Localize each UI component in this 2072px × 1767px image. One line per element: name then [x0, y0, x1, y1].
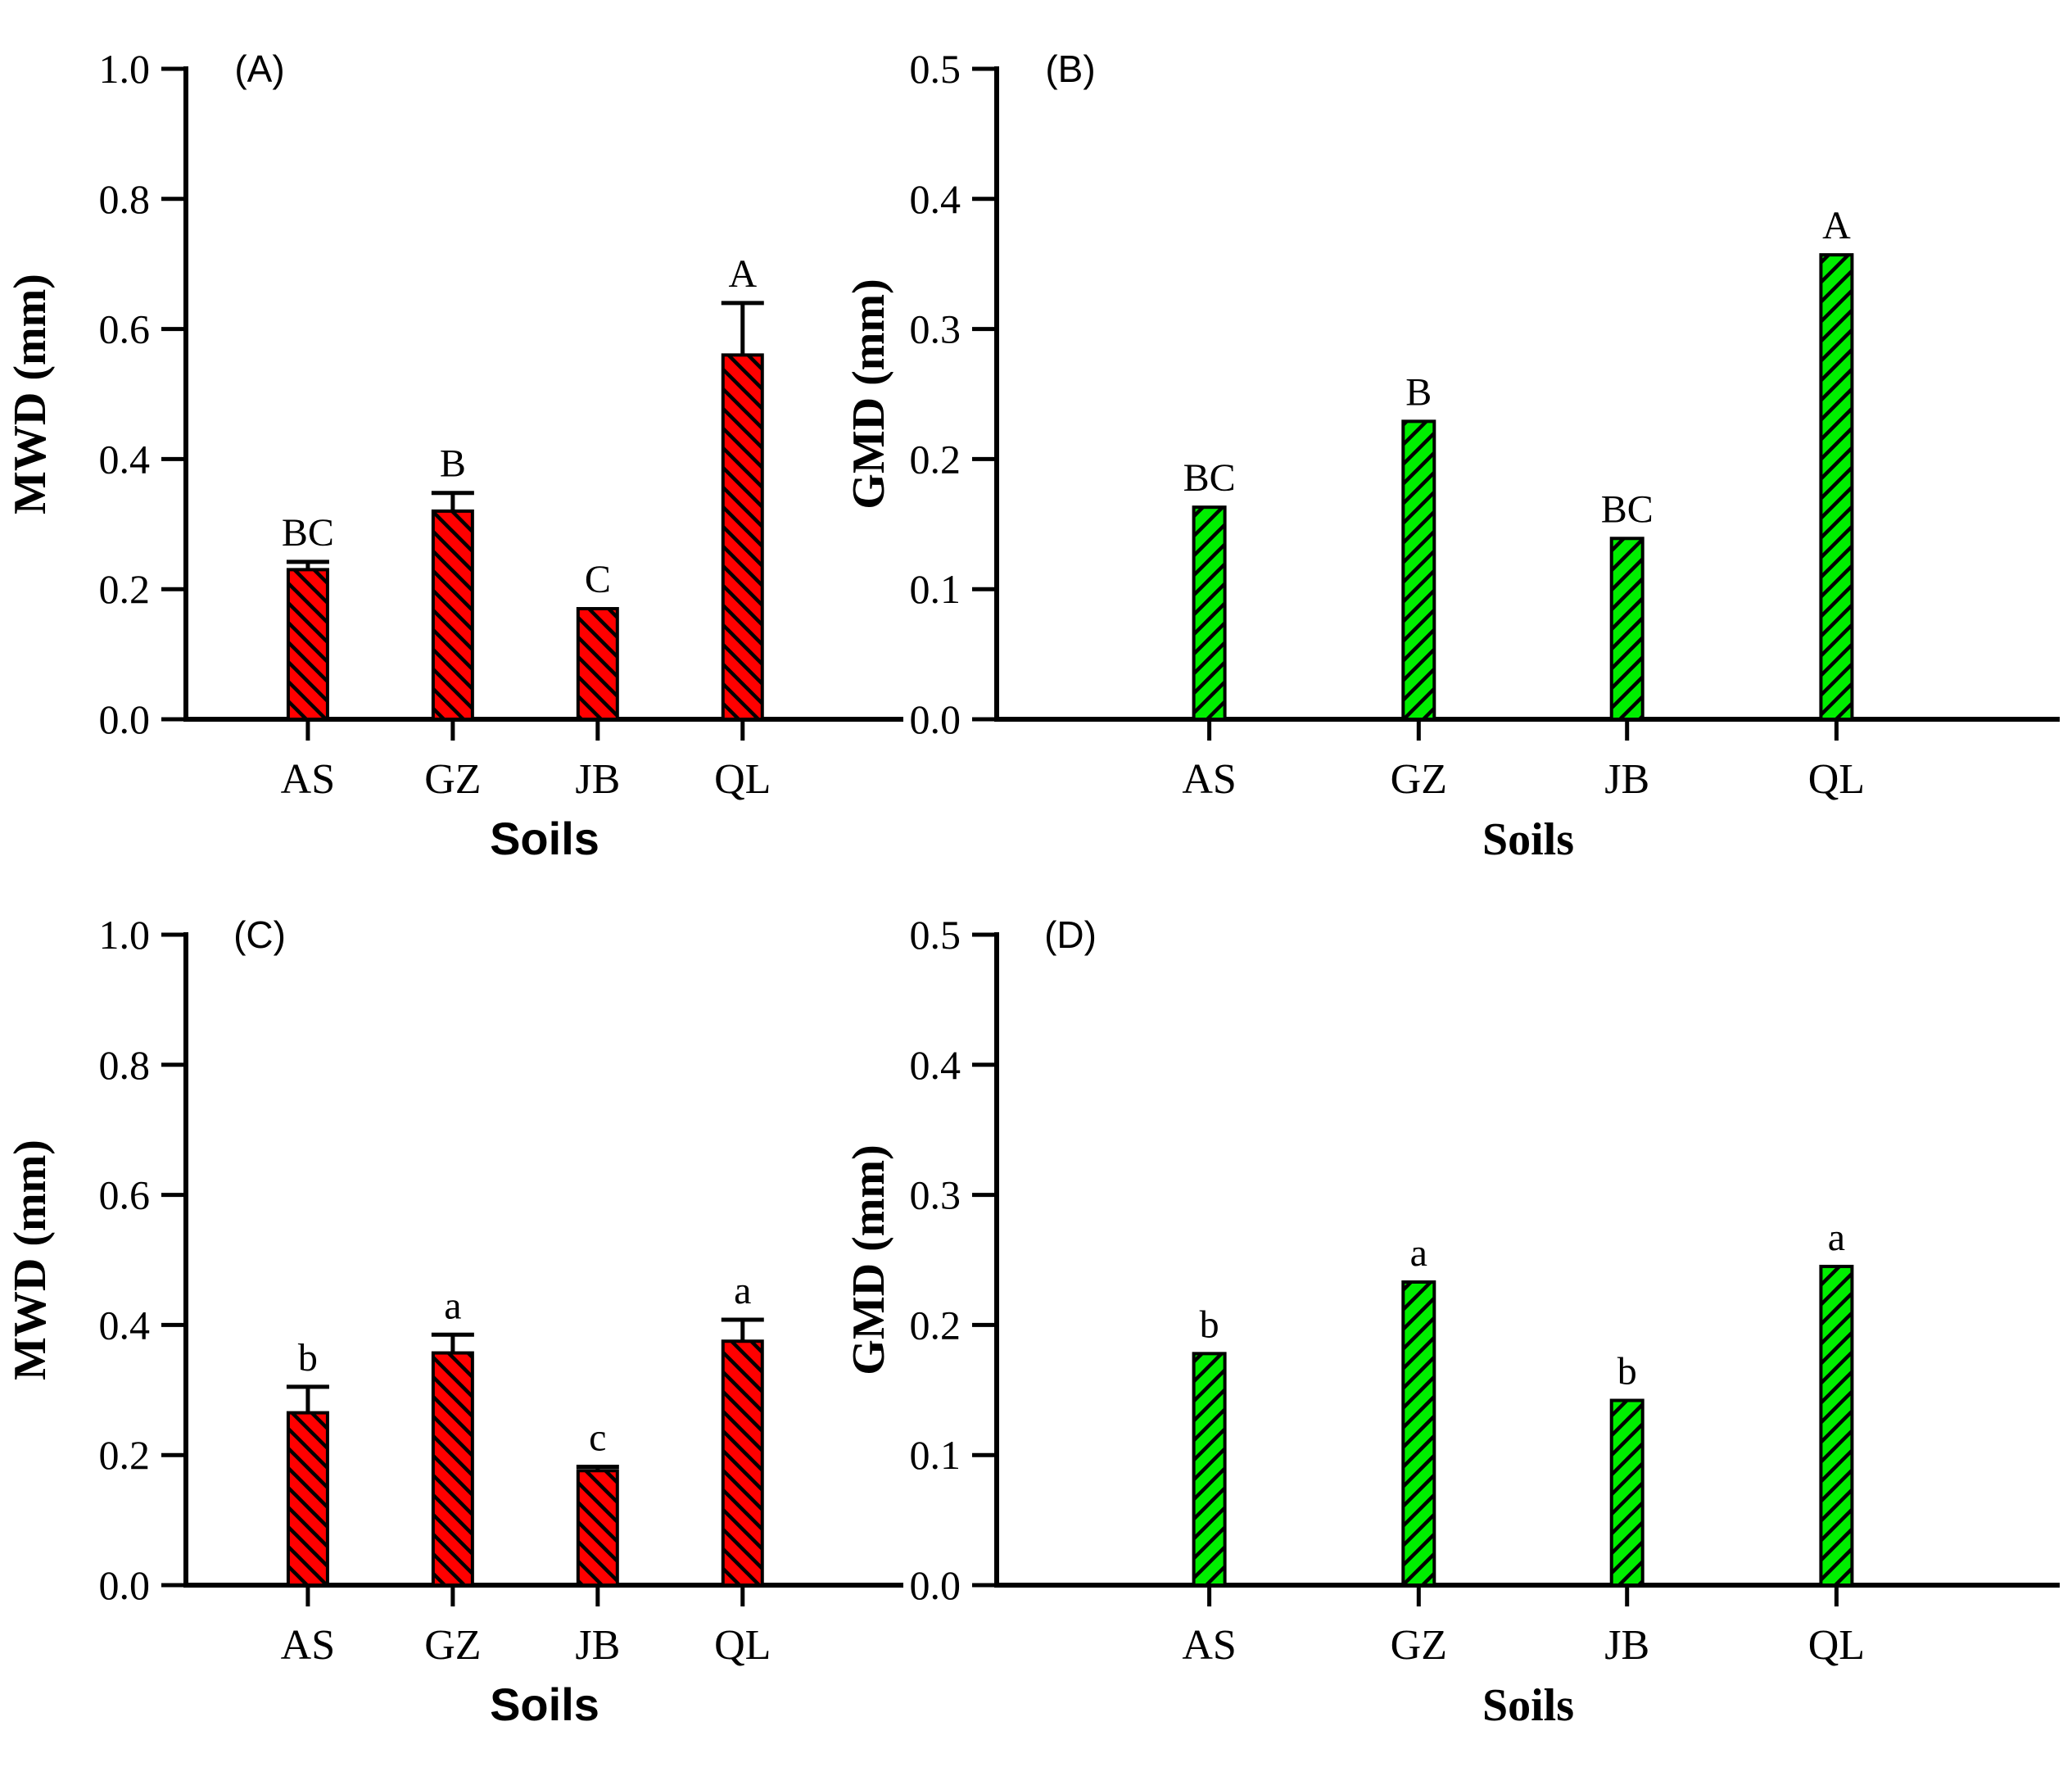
y-tick-label: 1.0	[99, 46, 151, 92]
sig-label-B-AS: BC	[1183, 456, 1236, 500]
y-tick-label: 0.2	[910, 436, 961, 482]
bar-A-JB	[576, 607, 619, 722]
panel-D: (D) 0.0 0.1 0.2 0.3 0.4 0.5 GMD (mm) AS b GZ a JB b QL…	[844, 912, 2060, 1731]
bar-A-AS	[286, 568, 329, 721]
y-tick-label: 1.0	[99, 912, 151, 958]
bar-B-GZ	[1401, 419, 1436, 722]
bar-C-AS	[286, 1411, 329, 1587]
sig-label-C-AS: b	[298, 1336, 318, 1380]
panel-letter-A: (A)	[234, 48, 284, 90]
panel-letter-D: (D)	[1044, 913, 1097, 956]
bar-B-QL	[1819, 253, 1854, 722]
x-tick-label-AS: AS	[281, 756, 335, 803]
y-tick-label: 0.5	[910, 46, 961, 92]
panel-A: (A) 0.0 0.2 0.4 0.6 0.8 1.0 MWD (mm) AS BC GZ B JB C Q…	[5, 46, 903, 864]
y-axis-title-A: MWD (mm)	[5, 274, 56, 514]
sig-label-C-QL: a	[734, 1269, 751, 1312]
sig-label-B-QL: A	[1822, 204, 1851, 247]
y-axis-title-C: MWD (mm)	[5, 1139, 56, 1380]
y-tick-label: 0.5	[910, 912, 961, 958]
panel-letter-C: (C)	[233, 913, 286, 956]
x-tick-label-JB: JB	[575, 756, 620, 803]
y-tick-label: 0.0	[910, 1562, 961, 1608]
x-tick-label-QL: QL	[714, 756, 771, 803]
bar-D-GZ	[1401, 1280, 1436, 1587]
sig-label-A-JB: C	[585, 558, 611, 601]
sig-label-D-AS: b	[1200, 1303, 1219, 1346]
x-tick-label-QL: QL	[714, 1622, 771, 1669]
x-tick-label-QL: QL	[1808, 1622, 1865, 1669]
bar-C-QL	[721, 1339, 764, 1587]
y-tick-label: 0.1	[910, 566, 961, 612]
bar-A-QL	[721, 353, 764, 721]
bar-D-QL	[1819, 1264, 1854, 1587]
bar-C-GZ	[431, 1351, 474, 1587]
x-axis-title-D: Soils	[1482, 1680, 1574, 1731]
bar-C-JB	[576, 1469, 619, 1587]
y-axis-title-B: GMD (mm)	[844, 279, 894, 509]
y-tick-label: 0.4	[99, 1302, 151, 1348]
panel-letter-B: (B)	[1045, 48, 1095, 90]
sig-label-B-GZ: B	[1405, 370, 1432, 414]
panel-C: (C) 0.0 0.2 0.4 0.6 0.8 1.0 MWD (mm) AS b GZ a JB c QL…	[5, 912, 903, 1730]
sig-label-C-GZ: a	[444, 1284, 461, 1327]
panel-B: (B) 0.0 0.1 0.2 0.3 0.4 0.5 GMD (mm) AS BC GZ B JB BC…	[844, 46, 2060, 865]
y-tick-label: 0.6	[99, 306, 151, 352]
y-tick-label: 0.8	[99, 1042, 151, 1088]
sig-label-A-QL: A	[728, 252, 757, 296]
y-tick-label: 0.8	[99, 176, 151, 222]
x-tick-label-JB: JB	[1604, 756, 1649, 803]
bar-D-AS	[1192, 1352, 1227, 1588]
x-tick-label-JB: JB	[1604, 1622, 1649, 1669]
sig-label-B-JB: BC	[1601, 487, 1654, 531]
x-tick-label-AS: AS	[281, 1622, 335, 1669]
x-tick-label-GZ: GZ	[424, 1622, 481, 1669]
y-tick-label: 0.4	[910, 1042, 961, 1088]
bar-D-JB	[1609, 1398, 1644, 1588]
x-tick-label-QL: QL	[1808, 756, 1865, 803]
y-tick-label: 0.0	[99, 1562, 151, 1608]
x-tick-label-JB: JB	[575, 1622, 620, 1669]
x-axis-title-B: Soils	[1482, 814, 1574, 865]
bar-A-GZ	[431, 509, 474, 721]
y-tick-label: 0.0	[99, 696, 151, 742]
y-axis-title-D: GMD (mm)	[844, 1144, 894, 1375]
y-tick-label: 0.2	[99, 1432, 151, 1478]
y-tick-label: 0.4	[99, 436, 151, 482]
x-axis-title-A: Soils	[490, 813, 599, 864]
y-tick-label: 0.6	[99, 1172, 151, 1218]
sig-label-C-JB: c	[589, 1416, 606, 1459]
x-tick-label-AS: AS	[1182, 756, 1236, 803]
y-tick-label: 0.3	[910, 306, 961, 352]
x-tick-label-GZ: GZ	[1391, 756, 1447, 803]
x-tick-label-GZ: GZ	[1391, 1622, 1447, 1669]
bar-B-AS	[1192, 505, 1227, 721]
y-tick-label: 0.1	[910, 1432, 961, 1478]
y-tick-label: 0.2	[99, 566, 151, 612]
sig-label-D-JB: b	[1617, 1350, 1637, 1393]
y-tick-label: 0.0	[910, 696, 961, 742]
bar-B-JB	[1609, 537, 1644, 721]
sig-label-A-AS: BC	[282, 511, 334, 555]
y-tick-label: 0.4	[910, 176, 961, 222]
x-axis-title-C: Soils	[490, 1679, 599, 1730]
sig-label-A-GZ: B	[440, 442, 466, 486]
sig-label-D-GZ: a	[1410, 1231, 1427, 1275]
x-tick-label-GZ: GZ	[424, 756, 481, 803]
sig-label-D-QL: a	[1828, 1216, 1845, 1259]
y-tick-label: 0.3	[910, 1172, 961, 1218]
x-tick-label-AS: AS	[1182, 1622, 1236, 1669]
y-tick-label: 0.2	[910, 1302, 961, 1348]
